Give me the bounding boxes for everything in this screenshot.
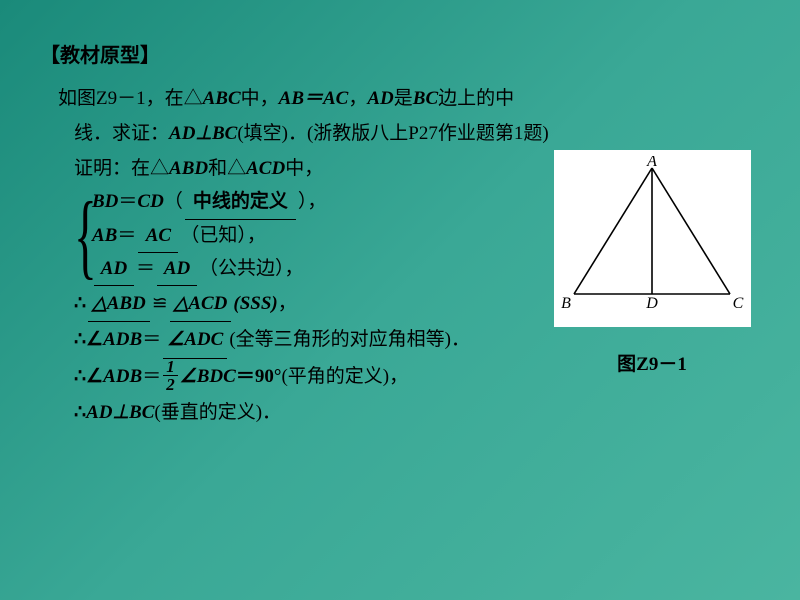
eq: ＝ [136, 258, 155, 279]
svg-text:B: B [561, 295, 571, 311]
left-brace-icon: { [74, 188, 97, 283]
fill-blank: △ACD [170, 286, 232, 322]
deg: ＝90° [236, 366, 282, 387]
figure-container: A B C D 图Z9－1 [552, 150, 752, 382]
math: AD⊥BC [169, 123, 237, 144]
math: ABD [169, 158, 208, 179]
text: 中， [241, 88, 279, 109]
text: (垂直的定义)． [154, 402, 281, 423]
math: AD [367, 88, 393, 109]
text: ， [278, 293, 297, 314]
eq: ＝ [142, 366, 161, 387]
figure-bg: A B C D [554, 150, 751, 327]
fill-blank: ∠ADC [163, 322, 227, 358]
fill-blank: AD [157, 253, 197, 286]
math: AB＝AC [279, 88, 349, 109]
svg-text:A: A [646, 156, 657, 170]
math: ADB [103, 329, 142, 350]
fill-blank: △ABD [88, 286, 150, 322]
text: 证明：在△ [74, 158, 169, 179]
therefore-icon: ∴ [74, 402, 86, 423]
triangle-diagram: A B C D [560, 156, 745, 311]
figure-caption: 图Z9－1 [552, 347, 752, 382]
fill-blank: AD [94, 253, 134, 286]
problem-line-1: 如图Z9－1，在△ABC中，AB＝AC，AD是BC边上的中 [58, 81, 760, 116]
text: (平角的定义)， [281, 366, 408, 387]
math: AD⊥BC [86, 402, 154, 423]
problem-line-2: 线．求证：AD⊥BC(填空)．(浙教版八上P27作业题第1题) [74, 116, 760, 151]
text: （已知）， [180, 225, 266, 246]
heading: 【教材原型】 [40, 38, 760, 75]
paren: ）， [298, 191, 327, 212]
svg-text:D: D [645, 295, 658, 311]
therefore-icon: ∴ [74, 293, 86, 314]
numerator: 1 [163, 358, 178, 376]
text: 是 [394, 88, 413, 109]
text: 边上的中 [438, 88, 514, 109]
math: CD [137, 191, 163, 212]
fill-blank: AC [138, 220, 178, 253]
cong: ≌ [152, 293, 168, 314]
sss: (SSS) [233, 293, 277, 314]
denominator: 2 [163, 376, 178, 393]
therefore-icon: ∴∠ [74, 329, 103, 350]
math: ACD [246, 158, 285, 179]
fraction: 12 [163, 358, 178, 393]
text: （公共边）， [199, 258, 304, 279]
slide-content: 【教材原型】 如图Z9－1，在△ABC中，AB＝AC，AD是BC边上的中 线．求… [0, 0, 800, 460]
therefore-icon: ∴∠ [74, 366, 103, 387]
math: ∠BDC [180, 366, 236, 387]
eq: ＝ [142, 329, 161, 350]
conclusion-4: ∴AD⊥BC(垂直的定义)． [74, 395, 760, 430]
text: 如图Z9－1，在△ [58, 88, 203, 109]
text: (填空)．(浙教版八上P27作业题第1题) [237, 123, 548, 144]
text: 和△ [208, 158, 246, 179]
text: 线．求证： [74, 123, 169, 144]
svg-text:C: C [732, 295, 743, 311]
fill-blank: 中线的定义 [185, 186, 296, 219]
text: ， [348, 88, 367, 109]
eq: ＝ [117, 225, 136, 246]
paren: （ [164, 191, 183, 212]
text: 中， [285, 158, 323, 179]
text: (全等三角形的对应角相等)． [229, 329, 470, 350]
math: ABC [203, 88, 241, 109]
math: BC [413, 88, 438, 109]
math: ADB [103, 366, 142, 387]
eq: ＝ [118, 191, 137, 212]
